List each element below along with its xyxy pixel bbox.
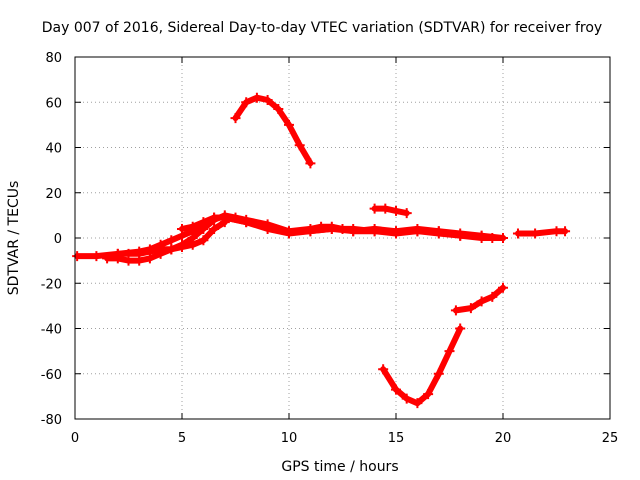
y-tick-label: 20 (45, 187, 62, 202)
y-axis-label: SDTVAR / TECUs (6, 181, 22, 296)
data-point (423, 389, 434, 400)
data-point (369, 203, 380, 214)
data-point (144, 246, 155, 257)
data-point (369, 226, 380, 237)
series-track-c (112, 217, 230, 259)
data-point (348, 223, 359, 234)
data-point (391, 384, 401, 395)
data-point (391, 205, 401, 216)
data-point (455, 230, 466, 241)
data-point (378, 364, 389, 375)
y-tick-label: -80 (41, 413, 62, 428)
data-point (401, 393, 412, 404)
data-point (305, 226, 316, 237)
data-point (498, 233, 508, 243)
data-point (198, 217, 209, 228)
x-tick-label: 0 (71, 431, 79, 446)
series-track-d (177, 212, 508, 243)
series-track-h (450, 282, 508, 316)
y-tick-label: 80 (45, 51, 62, 66)
data-point (476, 233, 487, 243)
data-point (134, 248, 145, 259)
x-tick-label: 20 (495, 431, 512, 446)
data-point (380, 203, 391, 214)
data-point (273, 104, 284, 115)
data-point (465, 303, 476, 314)
y-axis-ticks: -80 -60 -40 -20 0 20 40 60 80 (41, 51, 610, 428)
data-point (187, 239, 198, 250)
data-point (530, 228, 541, 239)
x-axis-ticks: 0 5 10 15 20 25 (71, 57, 618, 446)
series-line (371, 205, 410, 217)
series-line (232, 94, 314, 167)
data-point (177, 223, 187, 234)
data-point (187, 221, 198, 232)
series-line (179, 214, 506, 241)
data-point (123, 248, 134, 259)
series-track-e (230, 92, 316, 169)
data-point (284, 119, 294, 130)
y-tick-label: -40 (41, 323, 62, 338)
x-tick-label: 15 (388, 431, 405, 446)
data-point (72, 251, 83, 262)
series-track-f (369, 203, 412, 219)
data-point (112, 248, 123, 259)
data-point (166, 235, 177, 246)
series-line (380, 325, 464, 407)
data-point (198, 235, 209, 246)
data-point (177, 242, 187, 253)
data-point (294, 140, 305, 151)
data-point (450, 305, 461, 316)
data-point (230, 113, 241, 124)
data-point (391, 226, 401, 237)
data-point (91, 251, 102, 262)
grid-lines (75, 57, 610, 419)
data-point (401, 208, 412, 219)
data-point (444, 346, 455, 357)
data-point (262, 94, 273, 105)
series-line (452, 284, 506, 314)
data-series (72, 92, 571, 409)
data-point (155, 244, 166, 255)
data-point (455, 323, 466, 334)
data-point (305, 158, 316, 169)
x-tick-label: 25 (602, 431, 619, 446)
data-point (476, 296, 487, 307)
data-point (241, 217, 252, 228)
data-point (209, 223, 220, 234)
y-tick-label: 60 (45, 96, 62, 111)
data-point (241, 97, 252, 108)
x-axis-label: GPS time / hours (281, 459, 398, 475)
y-tick-label: -60 (41, 368, 62, 383)
x-tick-label: 10 (281, 431, 298, 446)
data-point (166, 244, 177, 255)
data-point (412, 226, 423, 237)
y-tick-label: 40 (45, 142, 62, 157)
data-point (560, 226, 571, 237)
data-point (412, 398, 423, 409)
y-tick-label: 0 (54, 232, 62, 247)
data-point (209, 212, 220, 223)
x-tick-label: 5 (178, 431, 186, 446)
chart-title: Day 007 of 2016, Sidereal Day-to-day VTE… (42, 20, 602, 36)
data-point (102, 253, 113, 264)
data-point (251, 92, 262, 103)
data-point (512, 228, 523, 239)
data-point (262, 221, 273, 232)
data-point (433, 368, 444, 379)
series-track-g (378, 323, 466, 409)
data-point (551, 226, 562, 237)
data-point (487, 291, 498, 302)
data-point (284, 226, 294, 237)
data-point (498, 282, 508, 293)
data-point (326, 223, 337, 234)
y-tick-label: -20 (41, 277, 62, 292)
data-point (219, 212, 230, 223)
series-track-i (512, 226, 571, 239)
data-point (433, 228, 444, 239)
